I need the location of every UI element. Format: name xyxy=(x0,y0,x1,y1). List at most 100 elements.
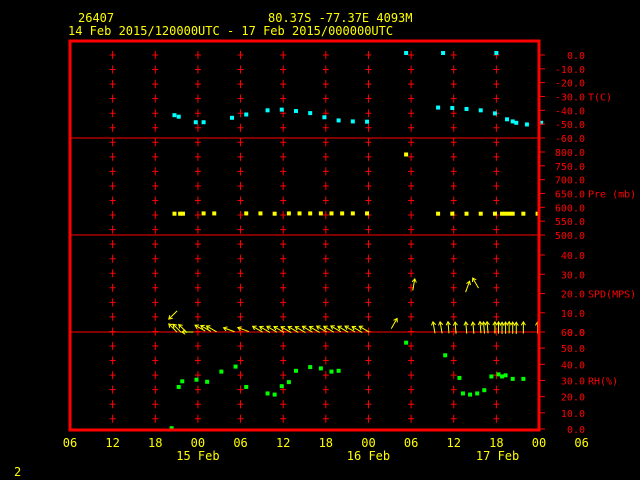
wind-arrow xyxy=(280,326,292,334)
grid-cross xyxy=(408,181,415,190)
pressure-point xyxy=(510,211,515,216)
temperature-point xyxy=(505,117,510,122)
wind-arrow xyxy=(259,326,271,333)
grid-cross xyxy=(194,385,201,394)
grid-cross xyxy=(194,283,201,292)
grid-cross xyxy=(194,400,201,409)
grid-cross xyxy=(365,283,372,292)
grid-cross xyxy=(493,181,500,190)
grid-cross xyxy=(280,414,287,423)
humidity-point xyxy=(510,376,515,381)
y-tick-label: -60.0 xyxy=(555,134,585,145)
pressure-point xyxy=(503,211,508,216)
pressure-point xyxy=(178,211,183,216)
grid-cross xyxy=(365,240,372,249)
wind-arrow-head xyxy=(194,324,200,329)
x-tick-label: 06 xyxy=(233,436,247,450)
grid-cross xyxy=(194,181,201,190)
pressure-point xyxy=(329,211,334,216)
grid-cross xyxy=(365,356,372,365)
grid-cross xyxy=(450,181,457,190)
grid-cross xyxy=(408,152,415,161)
wind-arrow-head xyxy=(470,321,476,326)
grid-cross xyxy=(365,196,372,205)
wind-arrow xyxy=(273,326,285,333)
wind-arrow xyxy=(344,325,356,333)
y-tick-label: 600.0 xyxy=(555,203,585,214)
humidity-point xyxy=(482,388,487,393)
grid-cross xyxy=(365,138,372,147)
grid-cross xyxy=(152,283,159,292)
grid-cross xyxy=(450,240,457,249)
y-axis-label: Pre (mb) xyxy=(588,190,636,201)
grid-cross xyxy=(450,109,457,118)
grid-cross xyxy=(280,138,287,147)
humidity-point xyxy=(233,364,238,369)
humidity-point xyxy=(500,374,505,379)
grid-cross xyxy=(109,240,116,249)
wind-arrow xyxy=(194,324,206,332)
grid-cross xyxy=(408,138,415,147)
wind-arrow xyxy=(447,321,450,334)
wind-arrow xyxy=(323,325,335,333)
grid-cross xyxy=(322,138,329,147)
grid-cross xyxy=(365,225,372,234)
grid-cross xyxy=(493,269,500,278)
grid-cross xyxy=(152,196,159,205)
grid-cross xyxy=(322,123,329,132)
y-tick-label: 800.0 xyxy=(555,148,585,159)
wind-arrow-head xyxy=(411,277,417,283)
grid-cross xyxy=(152,312,159,321)
grid-cross xyxy=(194,196,201,205)
pressure-point xyxy=(272,211,277,216)
wind-arrow xyxy=(295,326,306,334)
grid-cross xyxy=(109,356,116,365)
x-tick-label: 00 xyxy=(361,436,375,450)
humidity-point xyxy=(475,391,480,396)
x-tick-label: 06 xyxy=(63,436,77,450)
pressure-point xyxy=(478,211,483,216)
grid-cross xyxy=(280,94,287,103)
wind-arrow-head xyxy=(308,325,314,331)
data-marks xyxy=(168,51,544,431)
humidity-point xyxy=(460,391,465,396)
grid-cross xyxy=(408,400,415,409)
wind-arrow-head xyxy=(492,320,498,326)
wind-arrow-head xyxy=(322,325,328,331)
temperature-point xyxy=(350,119,355,124)
grid-cross xyxy=(280,65,287,74)
humidity-point xyxy=(219,369,224,374)
grid-cross xyxy=(493,196,500,205)
grid-cross xyxy=(408,327,415,336)
x-tick-label: 18 xyxy=(489,436,503,450)
grid-cross xyxy=(493,400,500,409)
humidity-point xyxy=(457,375,462,380)
grid-cross xyxy=(280,225,287,234)
grid-cross xyxy=(450,225,457,234)
grid-cross xyxy=(408,414,415,423)
grid-cross xyxy=(365,65,372,74)
grid-cross xyxy=(237,371,244,380)
pressure-point xyxy=(258,211,263,216)
grid-cross xyxy=(237,312,244,321)
grid-cross xyxy=(408,371,415,380)
humidity-point xyxy=(443,353,448,358)
pressure-point xyxy=(500,211,505,216)
grid-cross xyxy=(237,342,244,350)
humidity-point xyxy=(468,392,473,397)
grid-cross xyxy=(109,283,116,292)
grid-cross xyxy=(408,80,415,89)
wind-arrow xyxy=(337,325,349,333)
humidity-point xyxy=(272,392,277,397)
grid-cross xyxy=(493,94,500,103)
x-tick-label: 06 xyxy=(574,436,588,450)
grid-cross xyxy=(322,283,329,292)
wind-arrow xyxy=(412,278,416,291)
grid-cross xyxy=(365,152,372,161)
grid-cross xyxy=(365,414,372,423)
grid-cross xyxy=(322,298,329,307)
humidity-point xyxy=(308,365,313,370)
wind-arrow-head xyxy=(472,277,477,283)
grid-cross xyxy=(194,65,201,74)
